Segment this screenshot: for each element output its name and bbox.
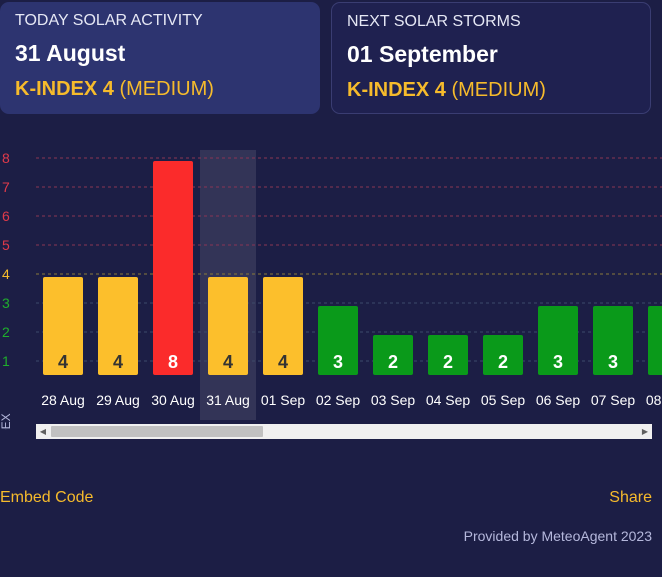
chart-horizontal-scrollbar[interactable]: ◀ ▶ xyxy=(36,424,652,439)
next-storms-card: NEXT SOLAR STORMS 01 September K-INDEX 4… xyxy=(331,2,651,114)
x-tick-label: 06 Sep xyxy=(536,392,581,408)
y-axis-label: K-INDEX xyxy=(0,413,13,430)
y-tick-label: 8 xyxy=(2,150,10,166)
bar xyxy=(373,335,413,375)
x-tick-label: 07 Sep xyxy=(591,392,636,408)
today-kindex: K-INDEX 4 (MEDIUM) xyxy=(15,78,305,101)
bar xyxy=(43,277,83,375)
bar xyxy=(648,306,662,375)
bar-value-label: 2 xyxy=(498,352,508,372)
today-heading: TODAY SOLAR ACTIVITY xyxy=(15,12,203,29)
bar-value-label: 3 xyxy=(333,352,343,372)
x-tick-label: 29 Aug xyxy=(96,392,140,408)
next-kindex-label: K-INDEX 4 xyxy=(347,79,446,101)
bar-value-label: 2 xyxy=(443,352,453,372)
x-tick-label: 02 Sep xyxy=(316,392,361,408)
bar-value-label: 4 xyxy=(223,352,233,372)
y-tick-label: 5 xyxy=(2,237,10,253)
y-tick-label: 2 xyxy=(2,324,10,340)
y-tick-label: 7 xyxy=(2,179,10,195)
share-link[interactable]: Share xyxy=(609,489,652,506)
x-tick-label: 30 Aug xyxy=(151,392,195,408)
bar-value-label: 2 xyxy=(388,352,398,372)
today-kindex-level: (MEDIUM) xyxy=(119,78,214,100)
next-kindex-level: (MEDIUM) xyxy=(451,79,546,101)
today-date: 31 August xyxy=(15,40,126,66)
x-tick-label: 05 Sep xyxy=(481,392,526,408)
next-date: 01 September xyxy=(347,41,498,67)
bar xyxy=(98,277,138,375)
y-tick-label: 4 xyxy=(2,266,10,282)
bar xyxy=(263,277,303,375)
provided-by-credit: Provided by MeteoAgent 2023 xyxy=(463,528,652,544)
embed-code-link[interactable]: Embed Code xyxy=(0,489,94,506)
x-tick-label: 31 Aug xyxy=(206,392,250,408)
bar-value-label: 3 xyxy=(553,352,563,372)
bar xyxy=(208,277,248,375)
bar-value-label: 4 xyxy=(58,352,68,372)
bar-value-label: 4 xyxy=(278,352,288,372)
bar-value-label: 3 xyxy=(608,352,618,372)
bar xyxy=(483,335,523,375)
x-tick-label: 01 Sep xyxy=(261,392,306,408)
scroll-right-arrow-icon[interactable]: ▶ xyxy=(641,427,649,436)
next-heading: NEXT SOLAR STORMS xyxy=(347,13,521,30)
scrollbar-thumb[interactable] xyxy=(51,426,263,437)
bar xyxy=(153,161,193,375)
bar-value-label: 4 xyxy=(113,352,123,372)
y-tick-label: 3 xyxy=(2,295,10,311)
x-tick-label: 28 Aug xyxy=(41,392,85,408)
x-tick-label: 08 Sep xyxy=(646,392,662,408)
bar xyxy=(428,335,468,375)
bar xyxy=(593,306,633,375)
y-tick-label: 1 xyxy=(2,353,10,369)
x-tick-label: 03 Sep xyxy=(371,392,416,408)
today-kindex-label: K-INDEX 4 xyxy=(15,78,114,100)
today-activity-card: TODAY SOLAR ACTIVITY 31 August K-INDEX 4… xyxy=(0,2,320,114)
next-kindex: K-INDEX 4 (MEDIUM) xyxy=(347,79,635,102)
scroll-left-arrow-icon[interactable]: ◀ xyxy=(39,427,47,436)
bar-value-label: 8 xyxy=(168,352,178,372)
bar xyxy=(538,306,578,375)
x-tick-label: 04 Sep xyxy=(426,392,471,408)
y-tick-label: 6 xyxy=(2,208,10,224)
bar xyxy=(318,306,358,375)
